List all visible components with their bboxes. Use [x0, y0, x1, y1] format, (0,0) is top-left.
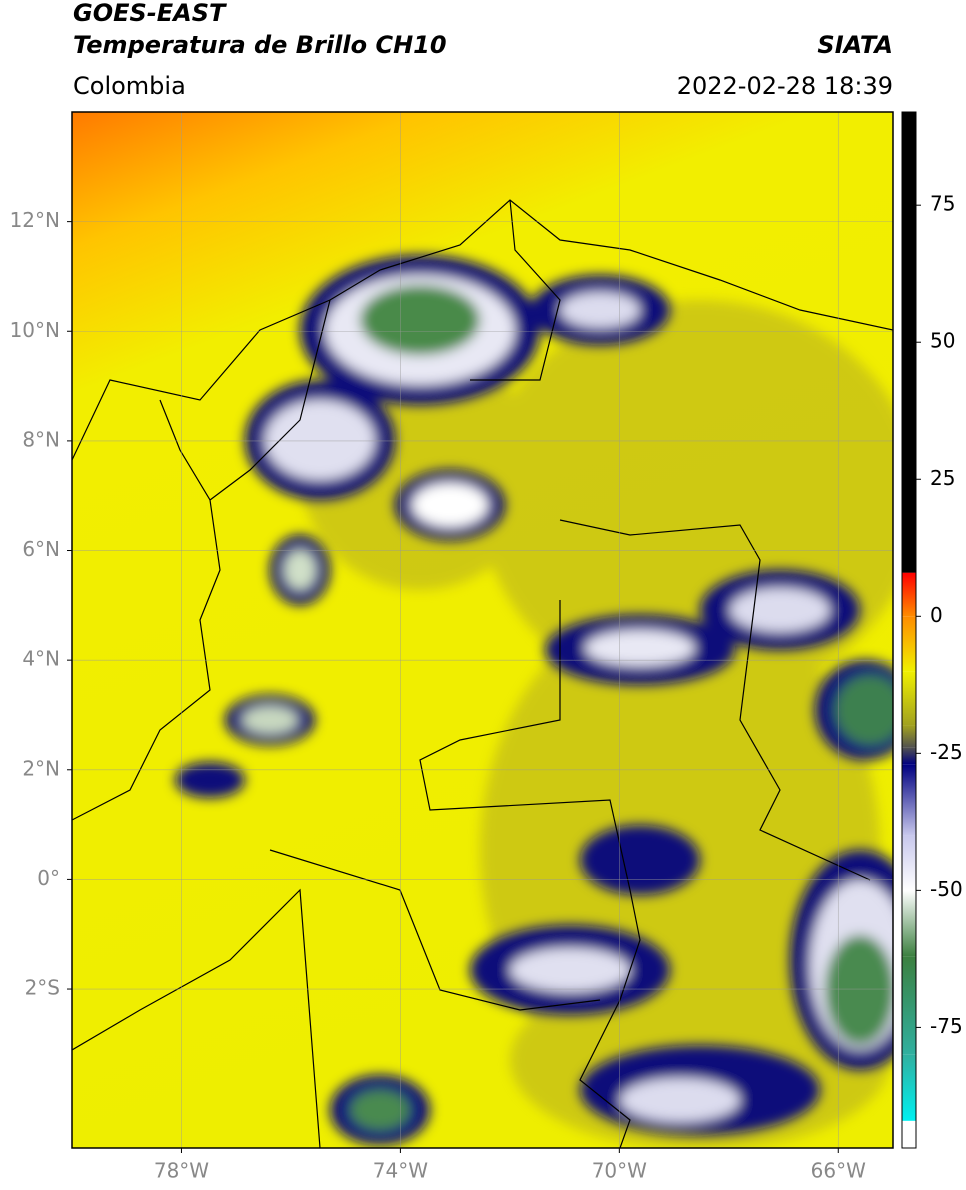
colorbar-segment	[902, 1121, 916, 1148]
source: SIATA	[817, 31, 893, 59]
colorbar-segment	[902, 747, 916, 765]
x-tick-label: 66°W	[811, 1159, 866, 1183]
colorbar-segment	[902, 764, 916, 836]
y-tick-label: 12°N	[10, 208, 60, 232]
y-tick-label: 0°	[37, 866, 60, 890]
colorbar-tick-label: 25	[930, 466, 955, 490]
colorbar-tick-label: 75	[930, 192, 955, 216]
title: GOES-EAST	[73, 0, 227, 27]
colorbar-frame	[901, 111, 917, 1149]
region: Colombia	[73, 72, 186, 100]
colorbar-segment	[902, 835, 916, 891]
subtitle: Temperatura de Brillo CH10	[73, 31, 447, 59]
y-tick-label: 4°N	[22, 647, 60, 671]
timestamp: 2022-02-28 18:39	[677, 72, 893, 100]
colorbar-tick-label: -50	[930, 877, 963, 901]
x-tick-label: 74°W	[373, 1159, 428, 1183]
boundaries	[72, 199, 893, 1148]
colorbar-tick-label: 0	[930, 603, 943, 627]
graticule	[67, 112, 893, 1153]
colorbar-segment	[902, 725, 916, 748]
y-tick-label: 2°N	[22, 756, 60, 780]
colorbar-segment	[902, 112, 916, 573]
colorbar-segment	[902, 671, 916, 726]
x-tick-label: 70°W	[592, 1159, 647, 1183]
colorbar-segment	[902, 956, 916, 1055]
colorbar-segment	[902, 616, 916, 672]
colorbar-segment	[902, 890, 916, 957]
colorbar-tick-label: -75	[930, 1014, 963, 1038]
y-tick-label: 2°S	[25, 976, 60, 1000]
clouds	[175, 255, 893, 1145]
colorbar-segment	[902, 572, 916, 573]
x-tick-label: 78°W	[154, 1159, 209, 1183]
y-tick-label: 6°N	[22, 537, 60, 561]
colorbar-segment	[902, 572, 916, 617]
satellite-image	[72, 112, 893, 1148]
colorbar-segment	[902, 1120, 916, 1122]
y-tick-label: 8°N	[22, 427, 60, 451]
colorbar: 75 50 25 0 -25 -50 -75	[901, 111, 963, 1149]
y-tick-label: 10°N	[10, 318, 60, 342]
colorbar-tick-label: -25	[930, 740, 963, 764]
map-frame	[71, 111, 894, 1149]
colorbar-tick-label: 50	[930, 329, 955, 353]
colorbar-segment	[902, 1054, 916, 1121]
